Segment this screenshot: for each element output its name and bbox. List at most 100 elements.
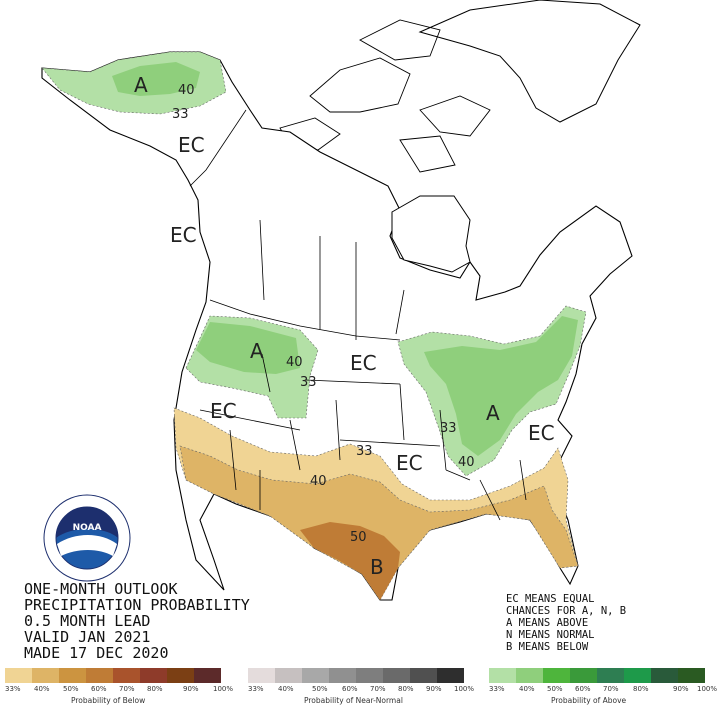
tick-label: 40% <box>278 685 294 693</box>
legend-above-swatch <box>651 668 678 683</box>
legend-below-swatch <box>113 668 140 683</box>
hudson-bay-outline <box>391 195 471 273</box>
tick-label: 80% <box>398 685 414 693</box>
east-above-40 <box>424 316 578 456</box>
title-line-4: VALID JAN 2021 <box>24 628 150 646</box>
legend-above-swatch <box>624 668 651 683</box>
legend-below-swatch <box>86 668 113 683</box>
key-line-5: B MEANS BELOW <box>506 641 589 653</box>
legend-above-swatch <box>570 668 597 683</box>
title-block: ONE-MONTH OUTLOOK PRECIPITATION PROBABIL… <box>24 580 250 662</box>
label-central-ec: EC <box>350 351 377 375</box>
label-south-50: 50 <box>350 530 367 545</box>
label-east-a: A <box>486 401 500 425</box>
label-plains-ec: EC <box>396 451 423 475</box>
tick-label: 33% <box>248 685 264 693</box>
key-line-2: CHANCES FOR A, N, B <box>506 605 626 617</box>
tick-label: 70% <box>603 685 619 693</box>
noaa-name: NOAA <box>73 523 102 533</box>
title-line-1: ONE-MONTH OUTLOOK <box>24 580 178 598</box>
tick-label: 100% <box>697 685 718 693</box>
tick-label: 70% <box>370 685 386 693</box>
tick-label: 33% <box>489 685 505 693</box>
outlook-map: NOAA A 40 33 EC EC A 40 33 EC EC EC A 33… <box>24 0 641 662</box>
key-line-3: A MEANS ABOVE <box>506 617 588 629</box>
tick-label: 80% <box>633 685 649 693</box>
legend-below-swatch <box>59 668 86 683</box>
label-southeast-ec: EC <box>528 421 555 445</box>
title-line-5: MADE 17 DEC 2020 <box>24 644 169 662</box>
greenland-outline <box>418 0 641 123</box>
tick-label: 70% <box>119 685 135 693</box>
legend-above-caption: Probability of Above <box>551 696 627 705</box>
label-south-40: 40 <box>310 474 327 489</box>
tick-label: 60% <box>91 685 107 693</box>
tick-label: 90% <box>183 685 199 693</box>
legend-normal-swatch <box>383 668 410 683</box>
tick-label: 60% <box>342 685 358 693</box>
label-nw-a: A <box>250 339 264 363</box>
label-south-33: 33 <box>356 444 373 459</box>
label-east-33: 33 <box>440 421 457 436</box>
legend-normal-swatch <box>275 668 302 683</box>
legend-below-swatch <box>5 668 32 683</box>
legend-below-caption: Probability of Below <box>71 696 146 705</box>
legend-normal-swatches <box>248 668 464 683</box>
label-bc-ec: EC <box>170 223 197 247</box>
map-labels: A 40 33 EC EC A 40 33 EC EC EC A 33 40 E… <box>134 73 555 579</box>
alaska-above-40 <box>112 62 200 96</box>
tick-label: 50% <box>547 685 563 693</box>
label-canada-ec: EC <box>178 133 205 157</box>
label-alaska-40: 40 <box>178 83 195 98</box>
legend-normal-swatch <box>329 668 356 683</box>
legend-below: 33% 40% 50% 60% 70% 80% 90% 100% Probabi… <box>5 668 235 707</box>
label-nw-40: 40 <box>286 355 303 370</box>
legend-above-swatch <box>516 668 543 683</box>
noaa-logo: NOAA <box>43 494 131 582</box>
label-nw-33: 33 <box>300 375 317 390</box>
label-west-ec: EC <box>210 399 237 423</box>
title-line-3: 0.5 MONTH LEAD <box>24 612 150 630</box>
legend-normal-caption: Probability of Near-Normal <box>304 696 403 705</box>
legend-above-swatch <box>543 668 570 683</box>
tick-label: 80% <box>147 685 163 693</box>
northwest-above-40 <box>196 322 300 374</box>
south-below-40 <box>179 445 579 601</box>
label-south-b: B <box>370 555 384 579</box>
legend-normal-swatch <box>437 668 464 683</box>
tick-label: 60% <box>575 685 591 693</box>
legend-above-swatch <box>678 668 705 683</box>
key-line-1: EC MEANS EQUAL <box>506 593 595 605</box>
legend-normal-swatch <box>302 668 329 683</box>
legend-above-swatch <box>489 668 516 683</box>
legend-normal-swatch <box>356 668 383 683</box>
legend-below-swatch <box>140 668 167 683</box>
legend-below-swatch <box>167 668 194 683</box>
tick-label: 40% <box>34 685 50 693</box>
legend-normal: 33% 40% 50% 60% 70% 80% 90% 100% Probabi… <box>248 668 478 707</box>
south-below-50 <box>300 522 400 600</box>
tick-label: 100% <box>213 685 234 693</box>
legend-below-swatch <box>32 668 59 683</box>
boundaries <box>189 109 527 521</box>
tick-label: 50% <box>63 685 79 693</box>
tick-label: 40% <box>519 685 535 693</box>
legend-normal-swatch <box>410 668 437 683</box>
legend-above: 33% 40% 50% 60% 70% 80% 90% 100% Probabi… <box>489 668 719 707</box>
tick-label: 90% <box>673 685 689 693</box>
tick-label: 50% <box>312 685 328 693</box>
label-alaska-33: 33 <box>172 107 189 122</box>
tick-label: 90% <box>426 685 442 693</box>
label-east-40: 40 <box>458 455 475 470</box>
legend-below-swatch <box>194 668 221 683</box>
legend-above-swatches <box>489 668 705 683</box>
arctic-islands-outline <box>279 19 491 173</box>
tick-label: 33% <box>5 685 21 693</box>
key-block: EC MEANS EQUAL CHANCES FOR A, N, B A MEA… <box>506 593 626 653</box>
legend-above-swatch <box>597 668 624 683</box>
tick-label: 100% <box>454 685 475 693</box>
key-line-4: N MEANS NORMAL <box>506 629 595 641</box>
legend-below-swatches <box>5 668 221 683</box>
title-line-2: PRECIPITATION PROBABILITY <box>24 596 250 614</box>
label-alaska-a: A <box>134 73 148 97</box>
